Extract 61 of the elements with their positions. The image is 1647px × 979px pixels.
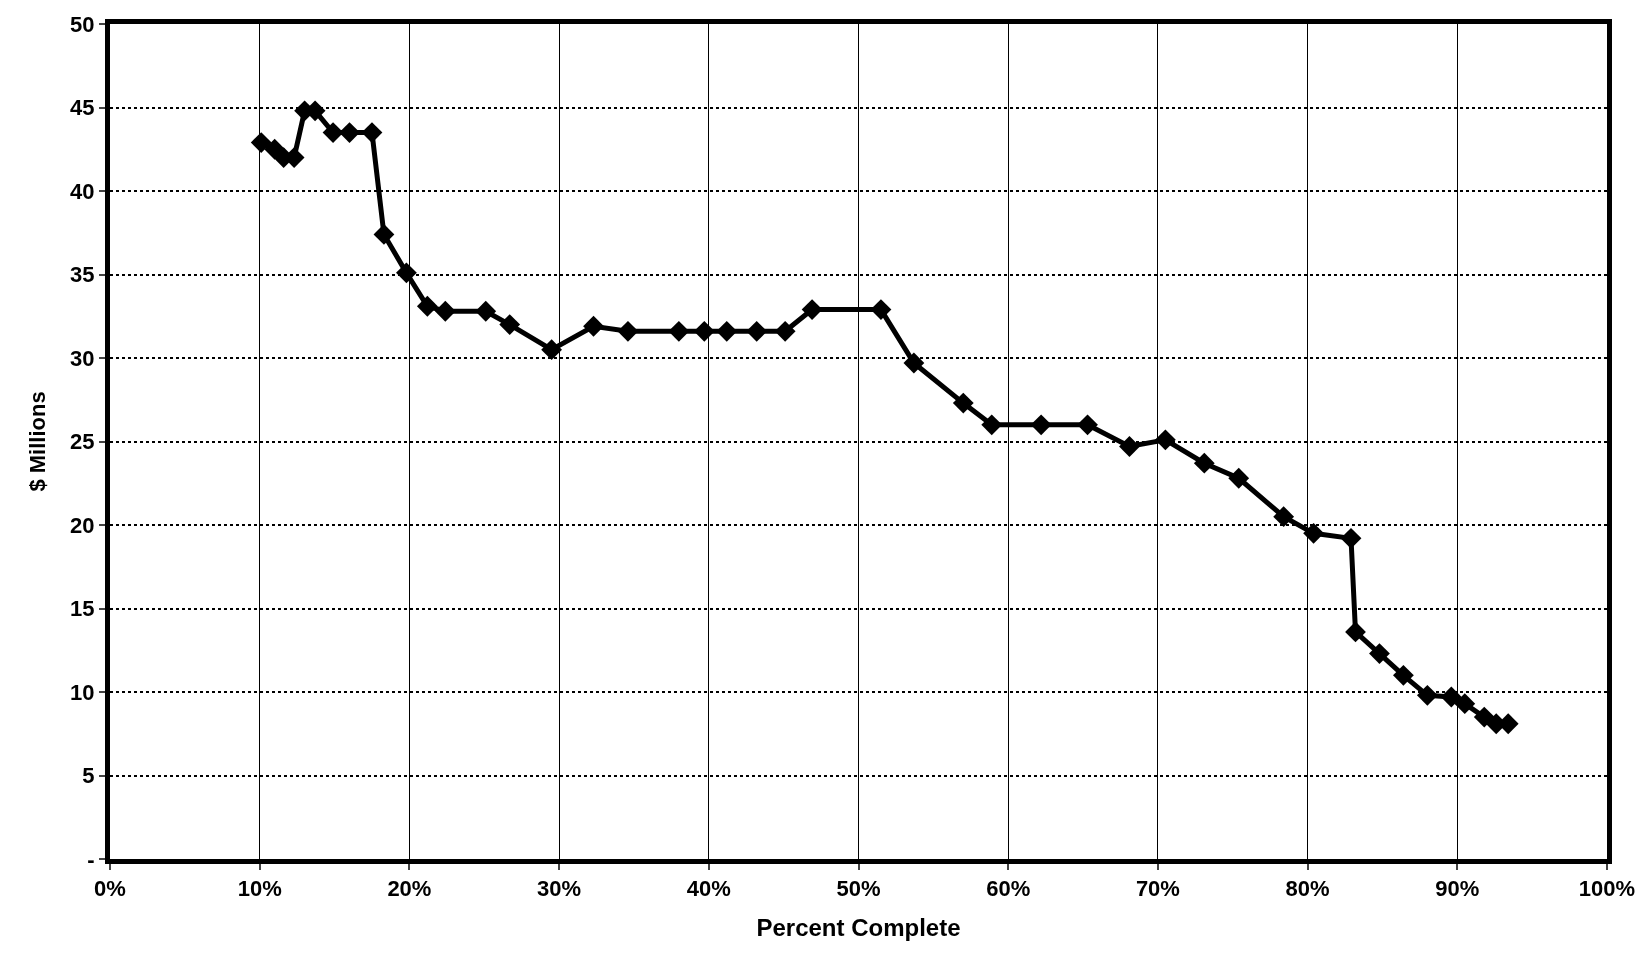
point: [1440, 686, 1462, 708]
point: [617, 320, 639, 342]
point: [1369, 643, 1390, 664]
x-tick-label: 50%: [836, 876, 881, 902]
point: [541, 339, 563, 361]
point: [668, 320, 690, 342]
point: [1454, 693, 1476, 715]
x-tick-label: 100%: [1578, 876, 1636, 902]
x-tick-label: 80%: [1285, 876, 1330, 902]
point: [583, 315, 604, 337]
y-tick-label: 45: [70, 95, 95, 121]
y-tick-label: -: [87, 846, 95, 872]
point: [1416, 684, 1438, 706]
y-tick-label: 10: [70, 679, 95, 705]
point: [1030, 414, 1052, 436]
point: [870, 299, 892, 320]
y-tick-label: 50: [70, 11, 95, 37]
point: [396, 262, 417, 284]
x-tick-label: 30%: [537, 876, 582, 902]
point: [801, 299, 823, 320]
point: [339, 122, 360, 143]
point: [716, 320, 738, 342]
y-tick-label: 25: [70, 429, 95, 455]
point: [1154, 429, 1176, 451]
x-tick-label: 90%: [1435, 876, 1480, 902]
x-tick-label: 0%: [94, 876, 126, 902]
x-tick-label: 70%: [1135, 876, 1180, 902]
x-tick-label: 60%: [986, 876, 1031, 902]
y-tick-label: 30: [70, 345, 95, 371]
y-axis-title: $ Millions: [24, 391, 50, 492]
y-tick-label: 20: [70, 512, 95, 538]
y-tick-label: 35: [70, 262, 95, 288]
x-tick-label: 40%: [686, 876, 731, 902]
y-tick-label: 15: [70, 596, 95, 622]
point: [1193, 452, 1215, 474]
point: [499, 314, 521, 335]
point: [361, 122, 383, 143]
point: [434, 300, 456, 322]
point: [693, 320, 715, 342]
point: [774, 320, 796, 342]
point: [1228, 467, 1250, 489]
point: [416, 295, 438, 317]
point: [1303, 522, 1324, 544]
x-tick-label: 10%: [237, 876, 282, 902]
point: [1077, 414, 1098, 436]
y-tick-label: 40: [70, 178, 95, 204]
point: [373, 224, 395, 245]
point: [1119, 436, 1140, 457]
point: [250, 132, 272, 153]
point: [952, 392, 974, 414]
point: [903, 352, 925, 374]
point: [1345, 621, 1366, 643]
x-axis-title: Percent Complete: [756, 913, 961, 941]
point: [475, 300, 497, 322]
point: [1273, 506, 1295, 528]
x-tick-label: 20%: [387, 876, 432, 902]
y-tick-label: 5: [82, 763, 95, 789]
point: [1393, 664, 1414, 686]
point: [1340, 527, 1362, 549]
point: [981, 414, 1003, 436]
point: [746, 320, 768, 342]
